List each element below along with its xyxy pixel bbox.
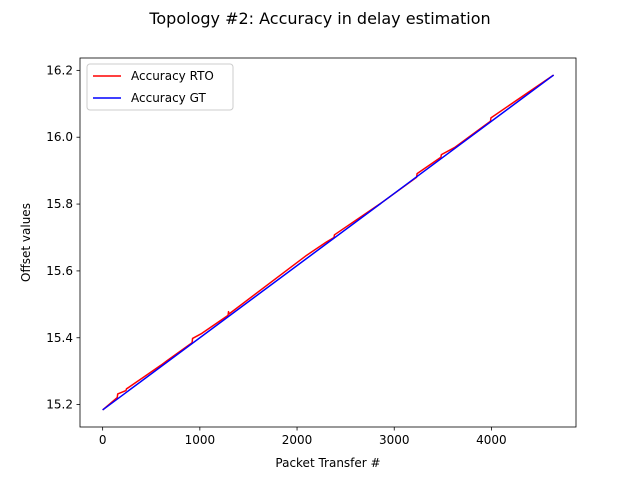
x-tick-label: 3000 (379, 433, 410, 447)
legend-label-accuracy-rto: Accuracy RTO (131, 69, 214, 83)
plot-frame (79, 57, 577, 428)
y-tick-label: 15.6 (46, 264, 73, 278)
x-tick-label: 0 (99, 433, 107, 447)
x-tick-label: 1000 (185, 433, 216, 447)
x-axis-label: Packet Transfer # (275, 456, 380, 470)
y-tick-label: 16.0 (46, 130, 73, 144)
chart-title: Topology #2: Accuracy in delay estimatio… (148, 9, 490, 28)
y-tick-label: 15.2 (46, 398, 73, 412)
series-layer (102, 74, 555, 411)
x-tick-label: 4000 (476, 433, 507, 447)
legend-label-accuracy-gt: Accuracy GT (131, 91, 206, 105)
series-line-accuracy-rto (102, 74, 555, 411)
y-axis: 15.2 15.4 15.6 15.8 16.0 16.2 (46, 63, 80, 412)
legend: Accuracy RTO Accuracy GT (86, 63, 234, 111)
legend-box (86, 63, 234, 111)
y-tick-label: 16.2 (46, 63, 73, 77)
y-tick-label: 15.8 (46, 197, 73, 211)
plot-area (79, 57, 577, 428)
x-axis: 0 1000 2000 3000 4000 (99, 427, 507, 447)
series-line-accuracy-gt (102, 74, 555, 411)
y-tick-label: 15.4 (46, 331, 73, 345)
y-axis-label: Offset values (19, 203, 33, 282)
x-tick-label: 2000 (282, 433, 313, 447)
